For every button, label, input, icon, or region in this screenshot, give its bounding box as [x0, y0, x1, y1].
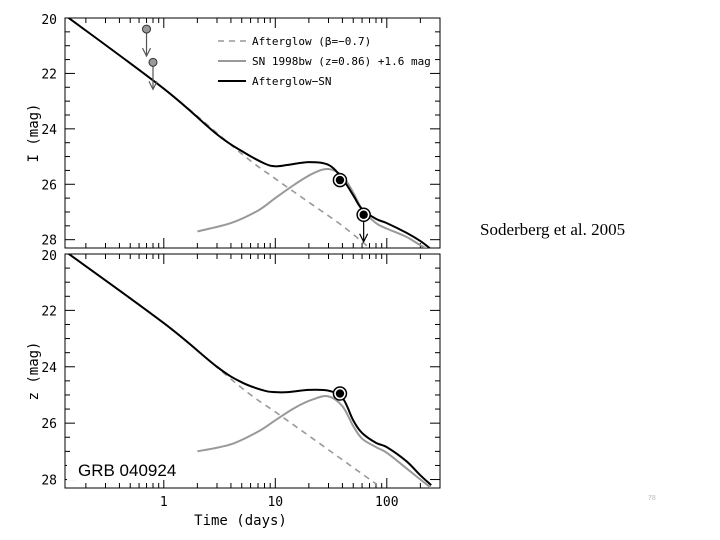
y-axis-label: z (mag) [26, 341, 42, 400]
series-line-solid-gray [197, 167, 428, 248]
x-tick-label: 10 [267, 495, 283, 510]
y-tick-label: 22 [41, 67, 57, 82]
annotation-background [67, 458, 197, 480]
data-point [359, 210, 368, 219]
legend-label-afterglow: Afterglow (β=−0.7) [252, 35, 371, 48]
legend-label-total: Afterglow−SN [252, 75, 331, 88]
panel-bottom-z-band: 20 22 24 26 28 1 10 100 z (mag) Time (days) GRB 04… [26, 249, 441, 529]
y-axis-label: I (mag) [26, 103, 42, 162]
y-tick-label: 28 [41, 474, 57, 489]
y-tick-label: 24 [41, 123, 57, 138]
series-line-solid-black [67, 254, 432, 486]
y-tick-label: 26 [41, 417, 57, 432]
y-tick-label: 20 [41, 13, 57, 28]
y-tick-label: 24 [41, 361, 57, 376]
series-line-solid-black [67, 18, 432, 248]
panel-top-i-band: 20 22 24 26 28 I (mag) Afterglow (β=−0.7) SN 19… [26, 13, 441, 249]
upper-limit-point [142, 24, 152, 34]
upper-limit-point [148, 57, 158, 67]
legend-label-sn: SN 1998bw (z=0.86) +1.6 mag [252, 55, 431, 68]
slide-number: 78 [648, 495, 656, 502]
data-point [335, 175, 345, 185]
series-line-dashed [67, 18, 371, 248]
upper-limit-arrow-head [141, 47, 152, 58]
x-tick-label: 100 [375, 495, 398, 510]
upper-limit-arrow-head [359, 233, 369, 244]
series-line-dashed [67, 254, 377, 485]
y-tick-label: 20 [41, 249, 57, 264]
plot-frame [64, 253, 441, 489]
x-tick-label: 1 [160, 495, 168, 510]
x-axis-label: Time (days) [194, 513, 287, 529]
plot-frame [64, 17, 441, 249]
y-tick-label: 26 [41, 178, 57, 193]
grb-annotation: GRB 040924 [78, 461, 176, 480]
data-point [335, 389, 345, 398]
upper-limit-arrow-head [148, 81, 158, 91]
y-tick-label: 28 [41, 234, 57, 249]
y-tick-label: 22 [41, 304, 57, 319]
citation-text: Soderberg et al. 2005 [480, 220, 626, 239]
series-line-solid-gray [197, 395, 432, 488]
